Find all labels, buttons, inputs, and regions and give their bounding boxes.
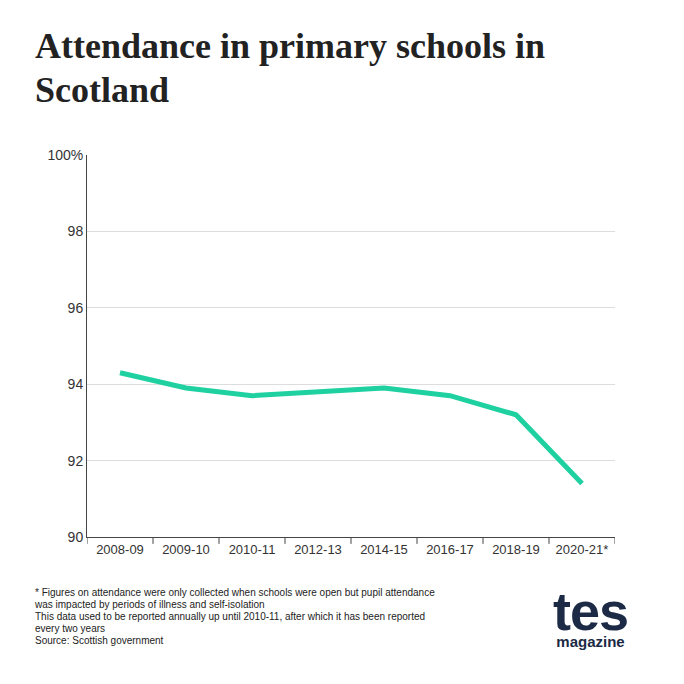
html-text:magazine: magazine [556,633,625,650]
svg-text:94: 94 [68,376,84,392]
svg-text:2016-17: 2016-17 [426,542,474,557]
svg-text:98: 98 [68,223,84,239]
svg-text:2014-15: 2014-15 [360,542,408,557]
svg-text:2009-10: 2009-10 [162,542,210,557]
svg-text:2010-11: 2010-11 [229,542,276,557]
html-text:Attendance in primary schools: Attendance in primary schools in Scotlan… [35,26,545,110]
svg-text:2018-19: 2018-19 [492,542,540,557]
svg-text:92: 92 [68,453,84,469]
html-text:tes: tes [553,581,628,641]
html-text:This data used to be reported: This data used to be reported annually u… [35,611,426,634]
svg-text:2020-21*: 2020-21* [556,542,609,557]
svg-text:90: 90 [68,529,84,545]
svg-text:2012-13: 2012-13 [294,542,342,557]
html-text:* Figures on attendance were o: * Figures on attendance were only collec… [35,587,435,610]
svg-text:96: 96 [68,300,84,316]
html-text:Source: Scottish government: Source: Scottish government [35,635,164,646]
svg-text:2008-09: 2008-09 [96,542,144,557]
svg-text:100%: 100% [47,147,83,163]
